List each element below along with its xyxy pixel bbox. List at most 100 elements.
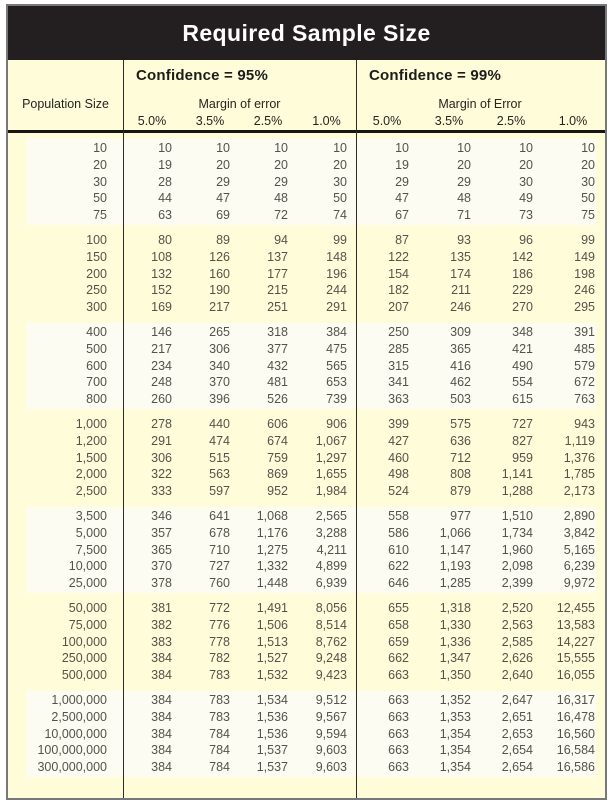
c95-cell: 357	[151, 525, 172, 540]
c99-cell: 727	[512, 416, 533, 431]
c95-cell: 30	[333, 174, 347, 189]
population-cell: 2,500,000	[51, 709, 107, 724]
c95-cell: 772	[209, 600, 230, 615]
table-row: 500,000 384 783 1,532 9,423 663 1,350 2,640 16,0…	[8, 667, 605, 684]
c95-cell: 10	[216, 141, 230, 155]
c95-cell: 384	[151, 668, 172, 683]
c99-cell: 246	[450, 300, 471, 315]
table-row: 75 63 69 72 74 67 71 73 75	[8, 207, 605, 224]
row-group-band	[26, 139, 596, 225]
c95-cell: 177	[267, 266, 288, 281]
c99-cell: 554	[512, 375, 533, 390]
c95-cell: 440	[209, 416, 230, 431]
population-cell: 100	[86, 232, 107, 247]
c99-cell: 827	[512, 433, 533, 448]
c95-cell: 89	[216, 232, 230, 247]
c99-cell: 20	[457, 157, 471, 172]
table-row: 10,000,000 384 784 1,536 9,594 663 1,354 2,653 1…	[8, 726, 605, 743]
population-cell: 250	[86, 283, 107, 298]
c95-cell: 1,297	[315, 450, 347, 465]
c99-cell: 1,376	[563, 450, 595, 465]
c99-cell: 2,626	[501, 651, 533, 666]
c95-cell: 1,984	[315, 484, 347, 499]
table-row: 30 28 29 29 30 29 29 30 30	[8, 174, 605, 191]
col-header-95-3.5: 3.5%	[195, 114, 225, 128]
c99-cell: 1,193	[439, 559, 471, 574]
table-row: 1,000 278 440 606 906 399 575 727 943	[8, 416, 605, 433]
c99-cell: 1,330	[439, 617, 471, 632]
table-row: 7,500 365 710 1,275 4,211 610 1,147 1,960 5,165	[8, 542, 605, 559]
c95-cell: 196	[326, 266, 347, 281]
population-cell: 300	[86, 300, 107, 315]
table-row: 75,000 382 776 1,506 8,514 658 1,330 2,563 13,58…	[8, 617, 605, 634]
c95-cell: 20	[274, 157, 288, 172]
row-group-band	[26, 506, 596, 593]
confidence-95-label: Confidence = 95%	[136, 67, 268, 84]
table-row: 800 260 396 526 739 363 503 615 763	[8, 391, 605, 408]
c99-cell: 174	[450, 266, 471, 281]
c99-cell: 285	[388, 341, 409, 356]
c99-cell: 558	[388, 508, 409, 523]
c95-cell: 217	[151, 341, 172, 356]
c95-cell: 9,603	[315, 743, 347, 758]
c99-cell: 712	[450, 450, 471, 465]
table-row: 200 132 160 177 196 154 174 186 198	[8, 266, 605, 283]
c95-cell: 1,068	[256, 508, 288, 523]
population-cell: 75,000	[68, 617, 107, 632]
col-header-99-5.0: 5.0%	[372, 114, 402, 128]
c95-cell: 370	[151, 559, 172, 574]
c95-cell: 291	[151, 433, 172, 448]
c95-cell: 952	[267, 484, 288, 499]
c95-cell: 1,536	[256, 709, 288, 724]
margin-of-error-99-label: Margin of Error	[438, 97, 522, 111]
c95-cell: 234	[151, 358, 172, 373]
c95-cell: 906	[326, 416, 347, 431]
population-cell: 600	[86, 358, 107, 373]
c95-cell: 8,514	[315, 617, 347, 632]
c95-cell: 563	[209, 467, 230, 482]
population-cell: 1,200	[75, 433, 107, 448]
c99-cell: 2,098	[501, 559, 533, 574]
population-cell: 300,000,000	[37, 760, 107, 775]
population-cell: 500,000	[61, 668, 107, 683]
title-band: Required Sample Size	[8, 6, 605, 60]
c99-cell: 1,066	[439, 525, 471, 540]
table-row: 300,000,000 384 784 1,537 9,603 663 1,354 2,654…	[8, 759, 605, 776]
c99-cell: 365	[450, 341, 471, 356]
col-header-99-3.5: 3.5%	[434, 114, 464, 128]
c99-cell: 30	[519, 174, 533, 189]
c95-cell: 6,939	[315, 576, 347, 591]
c95-cell: 4,211	[316, 542, 347, 557]
c99-cell: 2,585	[501, 634, 533, 649]
c99-cell: 13,583	[556, 617, 595, 632]
population-cell: 5,000	[75, 525, 107, 540]
c95-cell: 710	[209, 542, 230, 557]
c95-cell: 8,762	[315, 634, 347, 649]
c99-cell: 490	[512, 358, 533, 373]
c99-cell: 498	[388, 467, 409, 482]
c95-cell: 869	[267, 467, 288, 482]
c99-cell: 99	[581, 232, 595, 247]
table-row: 5,000 357 678 1,176 3,288 586 1,066 1,734 3,842	[8, 525, 605, 542]
table-row: 25,000 378 760 1,448 6,939 646 1,285 2,399 9,972	[8, 575, 605, 592]
c99-cell: 421	[512, 341, 533, 356]
c99-cell: 959	[512, 450, 533, 465]
c95-cell: 9,248	[315, 651, 347, 666]
c95-cell: 377	[267, 341, 288, 356]
c99-cell: 1,354	[439, 743, 471, 758]
table-header: Confidence = 95% Confidence = 99% Popula…	[8, 67, 605, 130]
c95-cell: 3,288	[315, 525, 347, 540]
column-divider-1	[123, 60, 124, 798]
c99-cell: 1,288	[501, 484, 533, 499]
c95-cell: 9,423	[315, 668, 347, 683]
c95-cell: 378	[151, 576, 172, 591]
c95-cell: 340	[209, 358, 230, 373]
table-row: 2,000 322 563 869 1,655 498 808 1,141 1,785	[8, 466, 605, 483]
c99-cell: 1,336	[439, 634, 471, 649]
c95-cell: 565	[326, 358, 347, 373]
c95-cell: 1,275	[256, 542, 288, 557]
population-cell: 250,000	[61, 651, 107, 666]
c95-cell: 1,537	[256, 760, 288, 775]
c95-cell: 217	[209, 300, 230, 315]
c95-cell: 306	[209, 341, 230, 356]
